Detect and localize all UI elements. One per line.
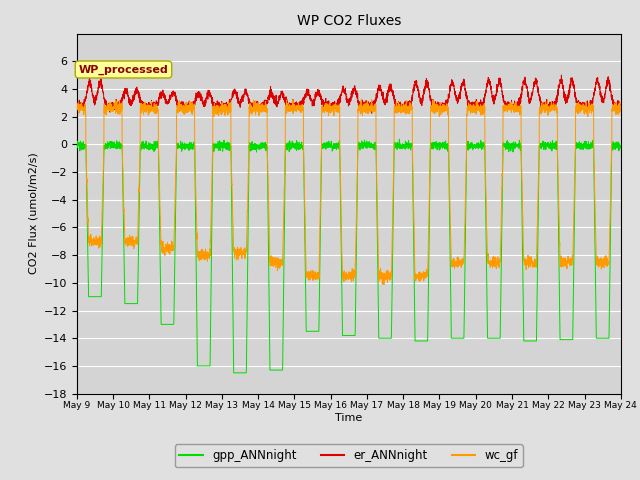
- gpp_ANNnight: [617, 142, 625, 148]
- wc_gf: [73, 104, 81, 109]
- X-axis label: Time: Time: [335, 413, 362, 423]
- Y-axis label: CO2 Flux (umol/m2/s): CO2 Flux (umol/m2/s): [28, 153, 38, 275]
- er_ANNnight: [73, 101, 81, 107]
- er_ANNnight: [617, 103, 625, 108]
- wc_gf: [617, 108, 625, 114]
- Legend: gpp_ANNnight, er_ANNnight, wc_gf: gpp_ANNnight, er_ANNnight, wc_gf: [175, 444, 523, 467]
- er_ANNnight: [225, 100, 232, 106]
- wc_gf: [412, 271, 419, 276]
- gpp_ANNnight: [230, 370, 237, 376]
- wc_gf: [380, 282, 388, 288]
- wc_gf: [402, 104, 410, 110]
- gpp_ANNnight: [189, 141, 197, 147]
- Line: er_ANNnight: er_ANNnight: [77, 75, 621, 113]
- er_ANNnight: [412, 78, 419, 84]
- gpp_ANNnight: [402, 142, 410, 148]
- er_ANNnight: [557, 72, 565, 78]
- Text: WP_processed: WP_processed: [79, 64, 168, 74]
- er_ANNnight: [617, 104, 625, 110]
- er_ANNnight: [368, 110, 376, 116]
- er_ANNnight: [189, 99, 197, 105]
- gpp_ANNnight: [396, 136, 403, 142]
- er_ANNnight: [402, 105, 410, 110]
- Line: gpp_ANNnight: gpp_ANNnight: [77, 139, 621, 373]
- gpp_ANNnight: [225, 144, 232, 150]
- wc_gf: [189, 106, 197, 112]
- er_ANNnight: [566, 84, 573, 90]
- gpp_ANNnight: [566, 336, 573, 342]
- gpp_ANNnight: [412, 338, 419, 344]
- wc_gf: [357, 96, 365, 102]
- wc_gf: [225, 104, 232, 109]
- Title: WP CO2 Fluxes: WP CO2 Fluxes: [296, 14, 401, 28]
- wc_gf: [617, 104, 625, 109]
- wc_gf: [566, 260, 573, 265]
- gpp_ANNnight: [73, 139, 81, 145]
- gpp_ANNnight: [617, 144, 625, 150]
- Line: wc_gf: wc_gf: [77, 99, 621, 285]
